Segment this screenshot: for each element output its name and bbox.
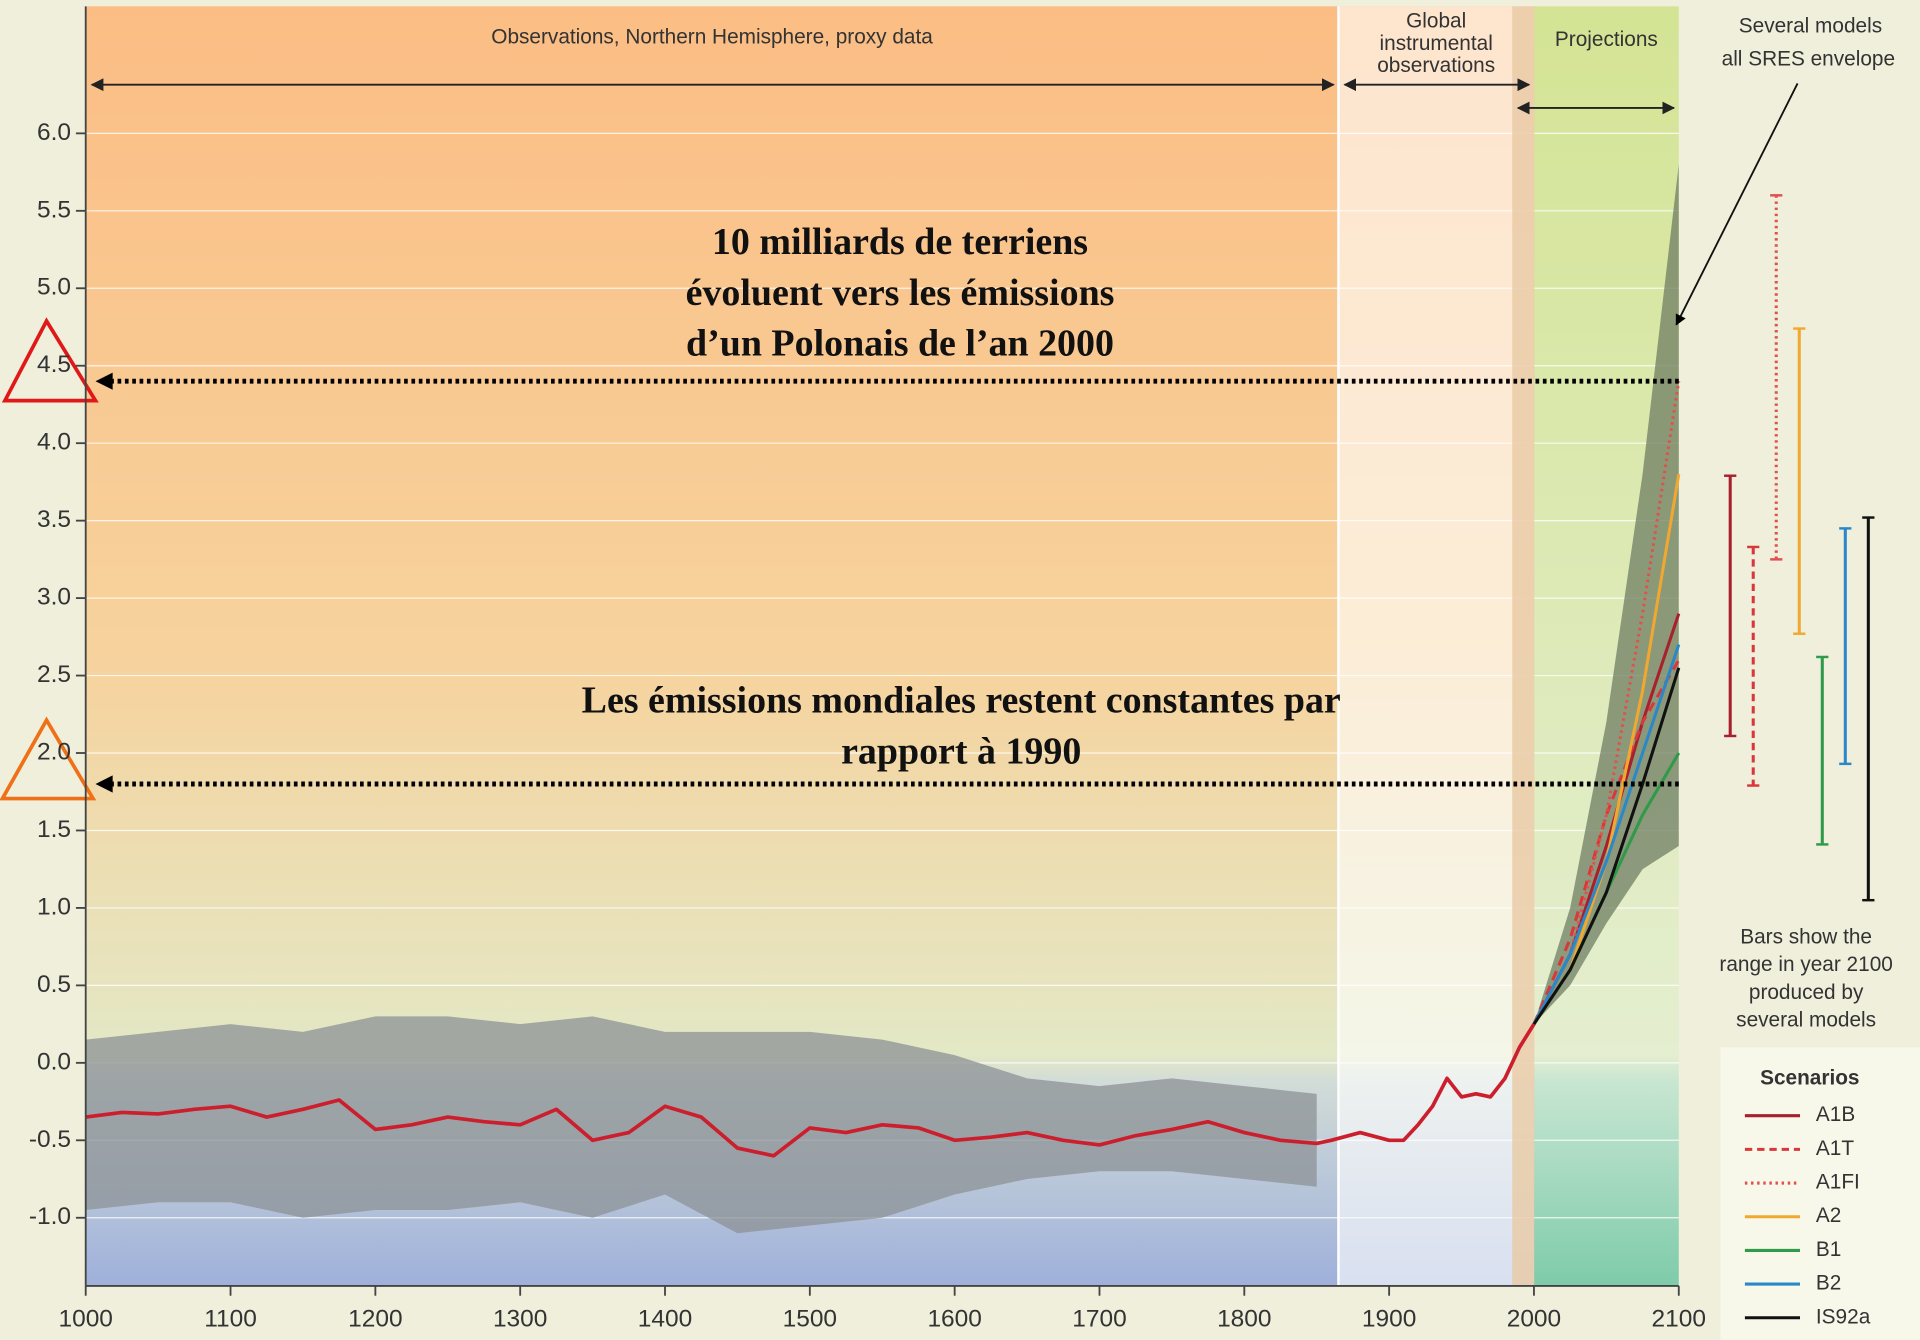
envelope-note: all SRES envelope bbox=[1722, 48, 1895, 71]
x-tick-label: 2100 bbox=[1652, 1306, 1706, 1333]
envelope-pointer bbox=[1675, 83, 1799, 326]
y-tick-label: 0.0 bbox=[37, 1048, 71, 1075]
x-tick-label: 1000 bbox=[58, 1306, 112, 1333]
annotation-arrowhead bbox=[95, 372, 113, 390]
overlap-strip bbox=[1512, 6, 1535, 1286]
y-tick-label: 2.0 bbox=[37, 738, 71, 765]
y-tick-label: 1.0 bbox=[37, 893, 71, 920]
legend-label: B2 bbox=[1816, 1272, 1841, 1295]
bars-note: Bars show the bbox=[1740, 926, 1872, 949]
legend-box bbox=[1720, 1047, 1920, 1340]
legend-label: A1B bbox=[1816, 1103, 1855, 1126]
legend-label: A1FI bbox=[1816, 1171, 1860, 1194]
x-tick-label: 1100 bbox=[204, 1306, 257, 1333]
annotation-arrowhead bbox=[95, 775, 113, 793]
region-label: instrumental bbox=[1380, 32, 1493, 55]
region-label: Global bbox=[1406, 10, 1466, 33]
x-tick-label: 2000 bbox=[1507, 1306, 1561, 1333]
y-tick-label: 5.5 bbox=[37, 196, 71, 223]
bars-note: several models bbox=[1736, 1008, 1876, 1031]
y-tick-label: 4.5 bbox=[37, 351, 71, 378]
y-tick-label: 1.5 bbox=[37, 816, 71, 843]
y-tick-label: -1.0 bbox=[29, 1203, 71, 1230]
plot-content bbox=[85, 164, 1681, 1234]
legend-label: IS92a bbox=[1816, 1305, 1871, 1328]
orange-triangle bbox=[0, 716, 97, 801]
envelope-note: Several models bbox=[1739, 15, 1882, 38]
x-tick-label: 1700 bbox=[1072, 1306, 1126, 1333]
x-tick-label: 1200 bbox=[348, 1306, 402, 1333]
scenario-line bbox=[1532, 644, 1681, 1025]
temperature-line bbox=[85, 1023, 1536, 1158]
x-tick-label: 1600 bbox=[927, 1306, 981, 1333]
x-tick-label: 1300 bbox=[493, 1306, 547, 1333]
x-tick-label: 1900 bbox=[1362, 1306, 1416, 1333]
bars-note: produced by bbox=[1749, 981, 1864, 1004]
legend-title: Scenarios bbox=[1760, 1066, 1859, 1089]
proxy-uncertainty-band bbox=[85, 1016, 1317, 1234]
legend-label: B1 bbox=[1816, 1238, 1841, 1261]
scenario-line bbox=[1532, 380, 1681, 1025]
region-label: Observations, Northern Hemisphere, proxy… bbox=[491, 26, 933, 49]
x-tick-label: 1500 bbox=[783, 1306, 837, 1333]
annotation-text: évoluent vers les émissions bbox=[686, 272, 1115, 314]
region-label: Projections bbox=[1555, 28, 1658, 51]
y-tick-label: 0.5 bbox=[37, 971, 71, 998]
annotation-text: d’un Polonais de l’an 2000 bbox=[686, 323, 1114, 365]
y-tick-label: 5.0 bbox=[37, 274, 71, 301]
y-tick-label: 3.0 bbox=[37, 584, 71, 611]
y-tick-label: 3.5 bbox=[37, 506, 71, 533]
bars-note: range in year 2100 bbox=[1719, 953, 1892, 976]
legend-label: A1T bbox=[1816, 1137, 1854, 1160]
legend-label: A2 bbox=[1816, 1204, 1841, 1227]
y-tick-label: -0.5 bbox=[29, 1126, 71, 1153]
x-tick-label: 1400 bbox=[638, 1306, 692, 1333]
x-tick-label: 1800 bbox=[1217, 1306, 1271, 1333]
scenario-line bbox=[1532, 667, 1681, 1025]
region-overlay bbox=[1338, 6, 1534, 1286]
y-tick-label: 6.0 bbox=[37, 119, 71, 146]
y-tick-label: 2.5 bbox=[37, 661, 71, 688]
sres-envelope bbox=[1533, 164, 1679, 1025]
y-tick-label: 4.0 bbox=[37, 429, 71, 456]
region-label: observations bbox=[1377, 54, 1495, 77]
annotation-text: Les émissions mondiales restent constant… bbox=[582, 679, 1341, 721]
annotation-text: 10 milliards de terriens bbox=[712, 221, 1088, 263]
annotation-text: rapport à 1990 bbox=[841, 730, 1081, 772]
red-triangle bbox=[1, 317, 99, 403]
